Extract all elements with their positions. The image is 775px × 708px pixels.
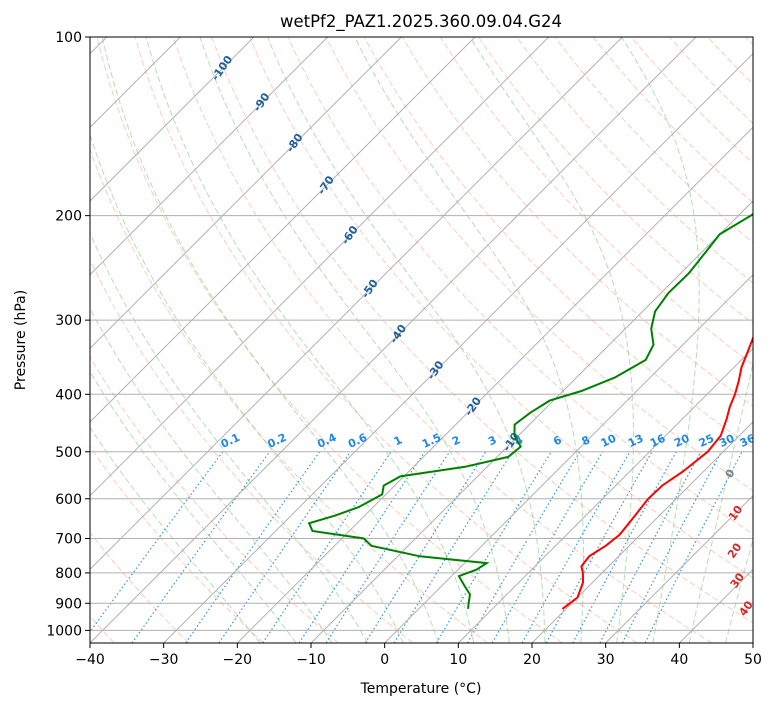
dry-adiabat — [211, 37, 753, 624]
y-tick-label: 700 — [55, 532, 82, 548]
isotherm-gridline — [90, 37, 550, 497]
moist-adiabat — [90, 133, 404, 643]
mixing-ratio-label: 30 — [717, 432, 737, 450]
isotherm-gridline — [457, 347, 753, 643]
x-tick-label: −20 — [223, 652, 253, 668]
mixing-ratio-line — [185, 451, 321, 643]
mixing-ratio-label: 16 — [648, 432, 668, 450]
isotherm-gridline — [236, 126, 753, 643]
dry-adiabat — [439, 37, 753, 366]
mixing-ratio-line — [572, 451, 677, 643]
x-tick-label: 40 — [670, 652, 688, 668]
y-tick-label: 500 — [55, 445, 82, 461]
x-tick-label: 20 — [523, 652, 541, 668]
isotherm-gridline — [90, 37, 623, 571]
dry-adiabat — [90, 148, 488, 643]
x-axis-label: Temperature (°C) — [360, 681, 482, 697]
dry-adiabat — [249, 37, 753, 579]
mixing-ratio-line — [644, 451, 743, 643]
y-tick-label: 900 — [55, 596, 82, 612]
profiles — [307, 212, 753, 610]
mixing-ratio-line — [325, 451, 451, 643]
y-tick-label: 300 — [55, 313, 82, 329]
mixing-ratio-line — [545, 451, 653, 643]
moist-adiabat — [145, 37, 475, 643]
x-tick-label: 30 — [597, 652, 615, 668]
isotherm-gridline — [310, 200, 753, 643]
dry-adiabat — [516, 37, 753, 284]
dry-adiabat — [134, 37, 638, 643]
mixing-ratio-line — [364, 451, 487, 643]
isotherm-gridline — [163, 52, 753, 643]
moist-adiabat — [199, 37, 510, 643]
mixing-ratio-line — [599, 451, 702, 643]
y-axis-label: Pressure (hPa) — [13, 290, 29, 390]
background-lines — [90, 37, 753, 643]
x-axis: −40 −30 −20 −10 0 10 20 30 40 50 — [75, 643, 762, 668]
mixing-ratio-label: 20 — [672, 432, 692, 450]
plot-area: -100-90-80-70-60-50-40-30-20-10010203040… — [90, 37, 758, 643]
y-tick-label: 100 — [55, 30, 82, 46]
moist-adiabat — [90, 370, 297, 643]
isotherm-gridline — [90, 37, 329, 276]
x-tick-label: 50 — [744, 652, 762, 668]
moist-adiabat — [101, 37, 439, 643]
mixing-ratio-line — [298, 451, 426, 643]
isotherm-gridline — [90, 37, 255, 202]
dewpoint-profile-line — [307, 212, 753, 609]
y-axis: 1000 900 800 700 600 500 400 300 200 100 — [46, 30, 90, 639]
x-tick-label: 10 — [449, 652, 467, 668]
isotherm-gridline — [531, 421, 753, 643]
isotherm-gridline — [384, 273, 753, 643]
x-tick-label: −30 — [149, 652, 179, 668]
mixing-ratio-line — [90, 451, 224, 633]
moist-adiabat — [621, 37, 700, 643]
plot-frame — [89, 36, 754, 644]
mixing-ratio-line — [131, 451, 271, 643]
temperature-profile-line — [561, 335, 753, 610]
moist-adiabat — [90, 426, 261, 643]
isotherm-gridline — [605, 494, 753, 643]
mixing-ratio-line — [218, 451, 351, 643]
isotherm-gridline — [90, 37, 697, 643]
dry-adiabat — [90, 445, 264, 643]
x-tick-label: 0 — [380, 652, 389, 668]
y-tick-label: 1000 — [46, 623, 82, 639]
y-tick-label: 200 — [55, 209, 82, 225]
isotherm-gridline — [90, 37, 402, 350]
dry-adiabat — [96, 37, 563, 643]
dry-adiabat — [90, 355, 339, 643]
y-tick-label: 800 — [55, 566, 82, 582]
moist-adiabat — [267, 37, 546, 643]
x-tick-label: −10 — [296, 652, 326, 668]
mixing-ratio-line — [521, 451, 631, 643]
mixing-ratio-label: 25 — [697, 432, 716, 450]
mixing-ratio-label: 10 — [599, 432, 619, 450]
dry-adiabat — [90, 531, 190, 643]
mixing-ratio-line — [435, 451, 552, 643]
moist-adiabat — [90, 231, 369, 643]
y-tick-label: 600 — [55, 492, 82, 508]
x-tick-label: −40 — [75, 652, 105, 668]
moist-adiabat — [354, 37, 584, 643]
chart-title: wetPf2_PAZ1.2025.360.09.04.G24 — [280, 12, 562, 32]
dry-adiabat — [401, 37, 753, 407]
mixing-ratio-label: 13 — [626, 432, 645, 450]
mixing-ratio-label: 36 — [738, 432, 758, 450]
isotherm-gridline — [90, 37, 476, 423]
mixing-ratio-line — [262, 451, 392, 643]
y-tick-label: 400 — [55, 387, 82, 403]
